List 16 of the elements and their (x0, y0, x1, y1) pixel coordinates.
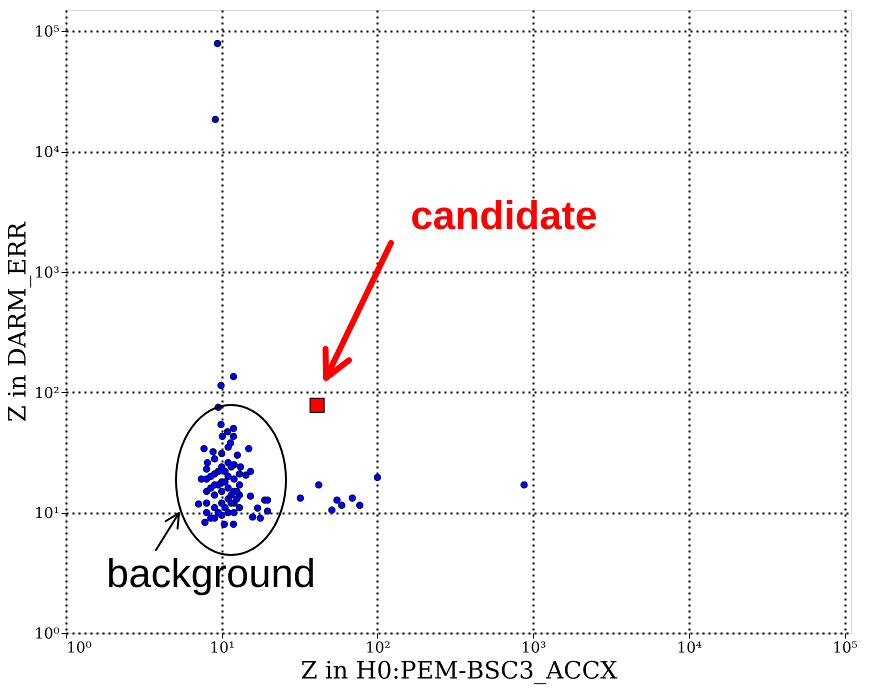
x-axis-title: Z in H0:PEM-BSC3_ACCX (300, 656, 618, 684)
x-tick-label: 10² (365, 638, 390, 656)
annotation: candidate (410, 194, 598, 238)
y-tick-label: 10⁰ (34, 624, 60, 642)
x-tick-label: 10⁵ (832, 638, 858, 656)
x-tick-label: 10³ (521, 638, 546, 656)
y-tick-label: 10⁵ (34, 22, 60, 41)
annotation: background (106, 552, 316, 596)
y-tick-label: 10¹ (34, 504, 60, 522)
x-tick-label: 10⁰ (66, 638, 92, 656)
x-tick-label: 10¹ (210, 638, 235, 656)
y-tick-label: 10³ (34, 263, 60, 282)
y-axis-title: Z in DARM_ERR (3, 221, 32, 422)
y-tick-label: 10² (34, 384, 60, 402)
y-tick-label: 10⁴ (34, 143, 60, 162)
x-tick-label: 10⁴ (676, 638, 702, 656)
